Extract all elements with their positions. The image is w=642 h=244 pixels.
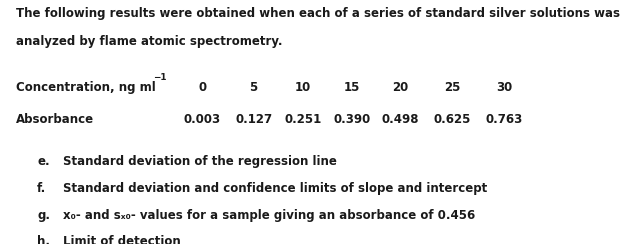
Text: Absorbance: Absorbance [16,113,94,126]
Text: Limit of detection: Limit of detection [63,235,180,244]
Text: 5: 5 [250,81,257,93]
Text: 0.251: 0.251 [284,113,322,126]
Text: 0.625: 0.625 [434,113,471,126]
Text: 0.498: 0.498 [381,113,419,126]
Text: 0.390: 0.390 [333,113,370,126]
Text: 0.763: 0.763 [485,113,523,126]
Text: g.: g. [37,209,50,222]
Text: f.: f. [37,182,46,195]
Text: Standard deviation and confidence limits of slope and intercept: Standard deviation and confidence limits… [63,182,487,195]
Text: The following results were obtained when each of a series of standard silver sol: The following results were obtained when… [16,7,620,20]
Text: 0.003: 0.003 [184,113,221,126]
Text: analyzed by flame atomic spectrometry.: analyzed by flame atomic spectrometry. [16,35,282,48]
Text: 0.127: 0.127 [235,113,272,126]
Text: −1: −1 [153,73,166,82]
Text: Concentration, ng ml: Concentration, ng ml [16,81,156,93]
Text: 10: 10 [295,81,311,93]
Text: x₀- and sₓ₀- values for a sample giving an absorbance of 0.456: x₀- and sₓ₀- values for a sample giving … [63,209,475,222]
Text: 0: 0 [198,81,206,93]
Text: 20: 20 [392,81,408,93]
Text: Standard deviation of the regression line: Standard deviation of the regression lin… [63,155,337,168]
Text: e.: e. [37,155,50,168]
Text: 15: 15 [343,81,360,93]
Text: 25: 25 [444,81,461,93]
Text: h.: h. [37,235,50,244]
Text: 30: 30 [496,81,512,93]
